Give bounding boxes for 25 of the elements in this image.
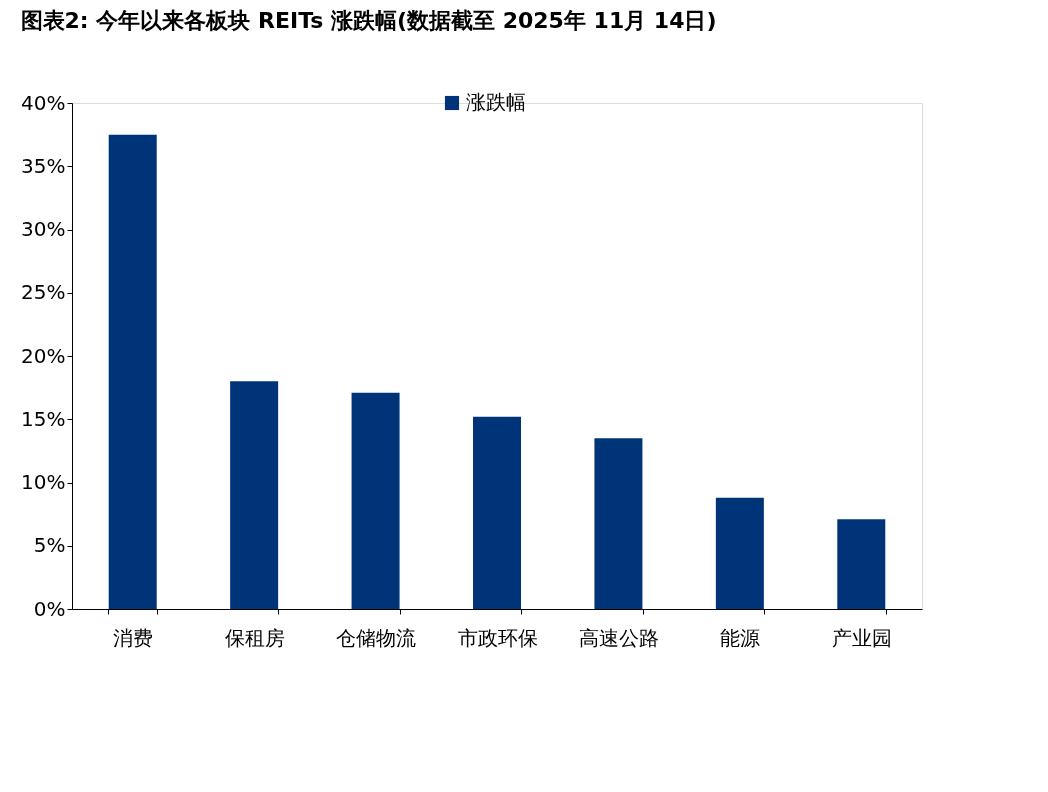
- x-tick-label: 消费: [113, 625, 154, 650]
- bar: [108, 134, 157, 609]
- bar: [594, 438, 643, 609]
- y-tick-label: 20%: [21, 343, 66, 368]
- x-tick-label: 仓储物流: [336, 625, 417, 650]
- y-tick-label: 35%: [21, 153, 66, 178]
- y-tick-label: 0%: [33, 596, 66, 621]
- chart-title: 图表2: 今年以来各板块 REITs 涨跌幅(数据截至 2025年 11月 14日): [20, 8, 717, 33]
- y-tick-label: 40%: [21, 90, 66, 115]
- x-tick-label: 能源: [720, 625, 761, 650]
- bar: [230, 381, 279, 609]
- y-tick-label: 25%: [21, 280, 66, 305]
- legend-label: 涨跌幅: [466, 90, 526, 114]
- y-tick-label: 15%: [21, 406, 66, 431]
- bar: [473, 416, 521, 609]
- bar: [837, 519, 886, 609]
- bar: [351, 392, 400, 609]
- x-tick-label: 产业园: [831, 625, 892, 650]
- x-tick-label: 高速公路: [578, 625, 659, 650]
- y-tick-label: 10%: [21, 470, 66, 494]
- y-tick-label: 5%: [33, 533, 66, 558]
- y-tick-label: 30%: [21, 217, 66, 241]
- x-tick-label: 保租房: [224, 625, 285, 650]
- x-tick-label: 市政环保: [457, 625, 538, 650]
- bar: [715, 497, 764, 609]
